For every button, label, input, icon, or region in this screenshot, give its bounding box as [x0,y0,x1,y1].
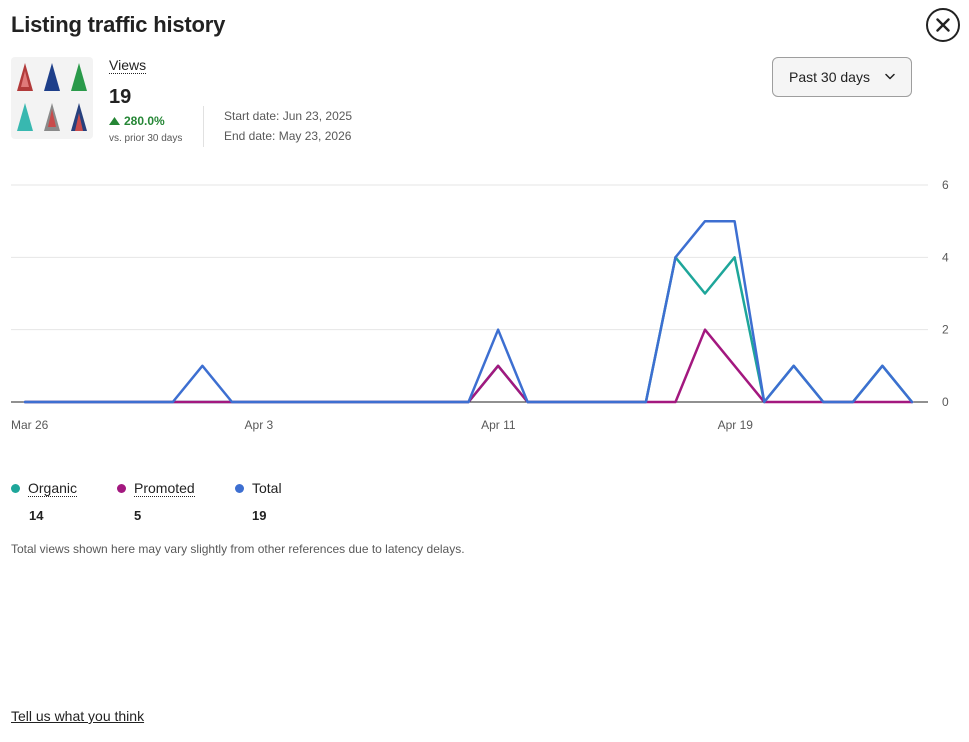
x-tick-label: Apr 19 [718,418,754,432]
x-tick-label: Mar 26 [11,418,49,432]
y-tick-label: 0 [942,395,949,409]
legend-promoted-label[interactable]: Promoted [134,480,195,497]
organic-dot [11,484,20,493]
traffic-chart: 0 2 4 6 Mar 26 Apr 3 Apr 11 Apr 19 [11,178,949,432]
legend-organic-label[interactable]: Organic [28,480,78,497]
page-title: Listing traffic history [11,12,226,37]
total-dot [235,483,244,493]
y-tick-label: 4 [942,250,949,264]
latency-note: Total views shown here may vary slightly… [11,542,465,556]
close-button[interactable] [926,8,960,42]
period-select[interactable]: Past 30 days [772,57,912,97]
period-select-value: Past 30 days [789,69,870,85]
views-count: 19 [109,86,132,108]
legend-organic: Organic [11,480,78,497]
x-tick-label: Apr 11 [481,418,516,432]
close-icon [936,18,950,32]
end-date: End date: May 23, 2026 [224,129,352,143]
series-line-total [23,219,914,404]
legend-organic-value: 14 [29,508,44,523]
legend-total-label: Total [252,480,282,496]
series-line-promoted [23,328,914,404]
legend-promoted: Promoted [117,480,195,497]
stats-divider [203,106,204,147]
change-percent: 280.0% [124,114,165,128]
legend-promoted-value: 5 [134,508,142,523]
triangle-up-icon [109,117,120,125]
listing-thumbnail [11,57,93,139]
chevron-down-icon [885,73,895,80]
x-tick-label: Apr 3 [245,418,274,432]
start-date: Start date: Jun 23, 2025 [224,109,353,123]
feedback-link[interactable]: Tell us what you think [11,708,145,724]
y-tick-label: 6 [942,178,949,192]
legend-total-value: 19 [252,508,267,523]
promoted-dot [117,484,126,493]
views-label[interactable]: Views [109,57,147,74]
legend-total: Total [235,480,282,496]
views-change: 280.0% [109,114,165,128]
y-tick-label: 2 [942,323,949,337]
comparison-label: vs. prior 30 days [109,133,183,144]
christmas-trees-image [11,57,93,139]
